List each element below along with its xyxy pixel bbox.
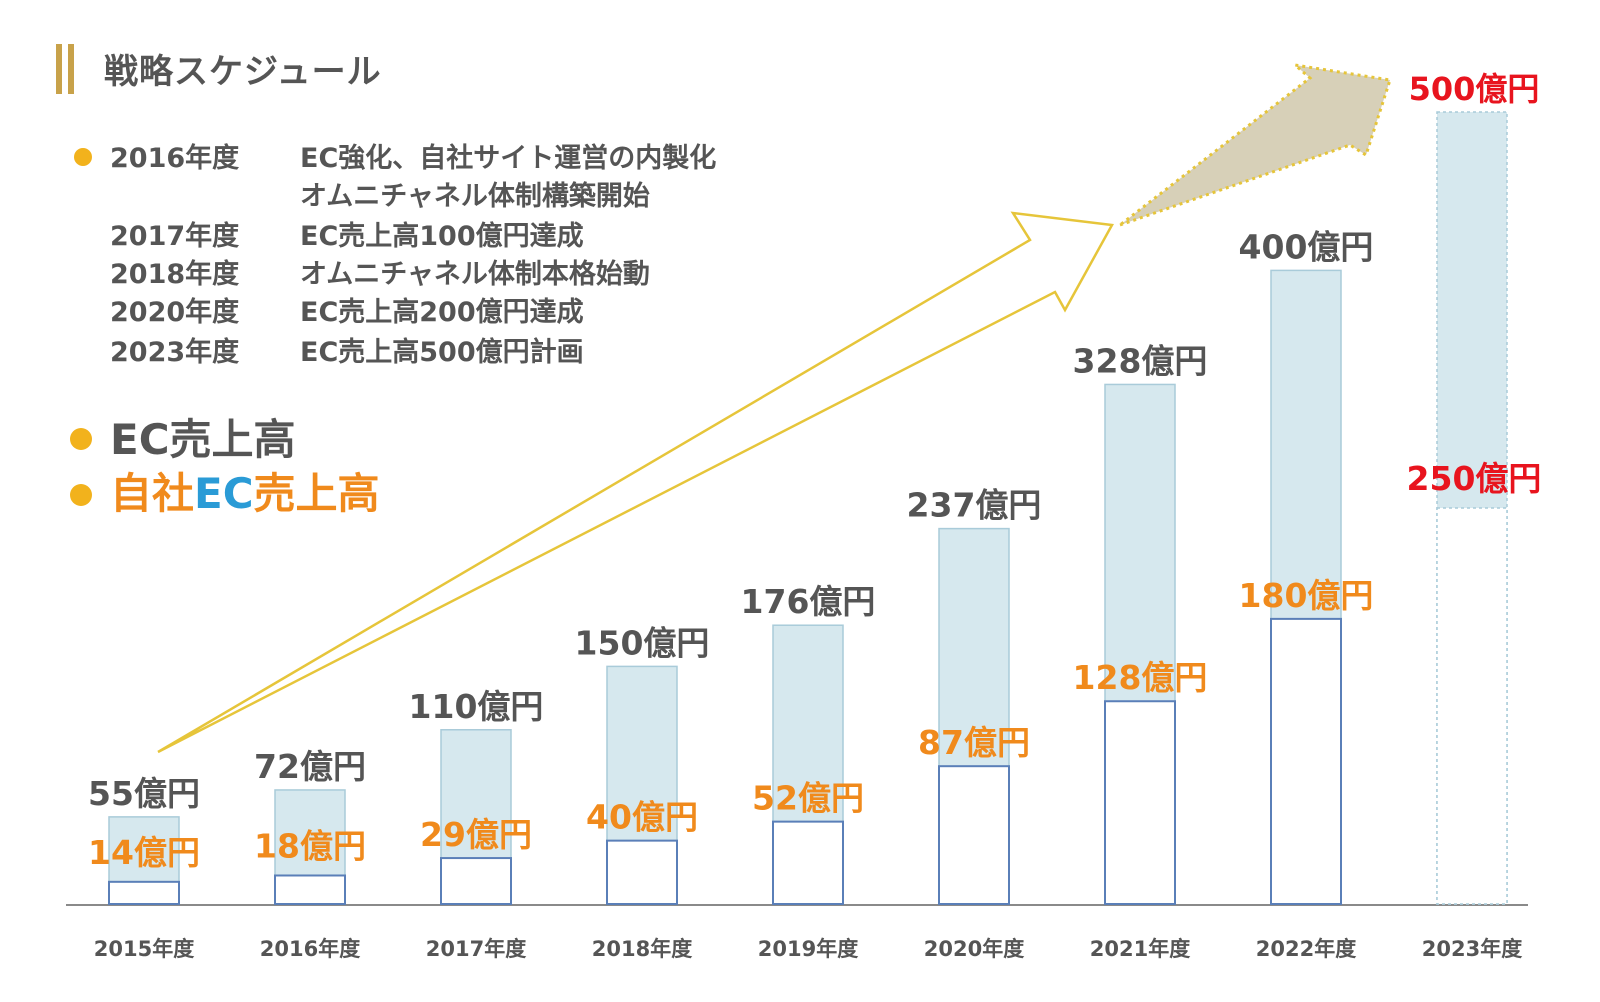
schedule-year: 2018年度 [110, 259, 240, 290]
legend-own-suffix: 売上高 [253, 469, 380, 518]
own-ec-sales-label: 128億円 [1073, 658, 1208, 697]
own-ec-sales-label: 14億円 [88, 833, 200, 872]
schedule-year: 2023年度 [110, 337, 240, 368]
total-sales-label: 55億円 [88, 774, 200, 813]
own-ec-sales-label: 87億円 [918, 723, 1030, 762]
total-sales-label: 500億円 [1409, 70, 1540, 108]
schedule-year: 2016年度 [110, 143, 240, 174]
x-tick-label: 2023年度 [1422, 937, 1522, 961]
own-ec-sales-label: 29億円 [420, 815, 532, 854]
x-tick-label: 2016年度 [260, 937, 360, 961]
own-ec-sales-label: 40億円 [586, 798, 698, 837]
own-ec-sales-bar [772, 820, 844, 906]
own-ec-sales-label: 180億円 [1239, 576, 1374, 615]
total-sales-label: 110億円 [409, 687, 544, 726]
legend-own-ec: EC [194, 469, 254, 518]
legend-bullet-icon [70, 484, 92, 506]
own-ec-sales-bar [274, 874, 346, 905]
schedule-text: EC売上高100億円達成 [300, 221, 584, 252]
page-title: 戦略スケジュール [104, 52, 382, 92]
x-tick-label: 2021年度 [1090, 937, 1190, 961]
total-sales-label: 150億円 [575, 623, 710, 662]
legend-own-prefix: 自社 [110, 469, 195, 518]
own-ec-sales-bar [1104, 700, 1176, 905]
x-tick-label: 2020年度 [924, 937, 1024, 961]
own-ec-sales-bar [440, 857, 512, 906]
total-sales-label: 72億円 [254, 747, 366, 786]
own-ec-sales-bar [1270, 617, 1342, 905]
own-ec-sales-label: 250億円 [1407, 459, 1542, 498]
schedule-year: 2020年度 [110, 297, 240, 328]
legend-bullet-icon [70, 428, 92, 450]
growth-arrow-head [1119, 62, 1392, 227]
growth-arrow [157, 211, 1114, 754]
x-tick-label: 2018年度 [592, 937, 692, 961]
schedule-year: 2017年度 [110, 221, 240, 252]
title-accent-bars [56, 44, 78, 94]
legend-ec-sales: EC売上高 [110, 415, 296, 464]
x-tick-label: 2017年度 [426, 937, 526, 961]
schedule-bullet-icon [74, 148, 92, 166]
own-ec-sales-bar [108, 880, 180, 905]
legend-own-ec-sales: 自社EC売上高 [110, 468, 380, 520]
x-tick-label: 2015年度 [94, 937, 194, 961]
own-ec-sales-bar [1436, 507, 1508, 905]
total-sales-label: 176億円 [741, 582, 876, 621]
schedule-text: EC売上高500億円計画 [300, 337, 584, 368]
own-ec-sales-label: 52億円 [752, 779, 864, 818]
own-ec-sales-bar [938, 765, 1010, 906]
x-tick-label: 2019年度 [758, 937, 858, 961]
total-sales-label: 328億円 [1073, 341, 1208, 380]
schedule-text: EC売上高200億円達成 [300, 297, 584, 328]
total-sales-label: 237億円 [907, 486, 1042, 525]
schedule-text: オムニチャネル体制本格始動 [300, 259, 650, 290]
own-ec-sales-bar [606, 839, 678, 906]
schedule-text: オムニチャネル体制構築開始 [300, 181, 650, 212]
schedule-text: EC強化、自社サイト運営の内製化 [300, 143, 717, 174]
own-ec-sales-label: 18億円 [254, 826, 366, 865]
total-sales-label: 400億円 [1239, 227, 1374, 266]
x-tick-label: 2022年度 [1256, 937, 1356, 961]
